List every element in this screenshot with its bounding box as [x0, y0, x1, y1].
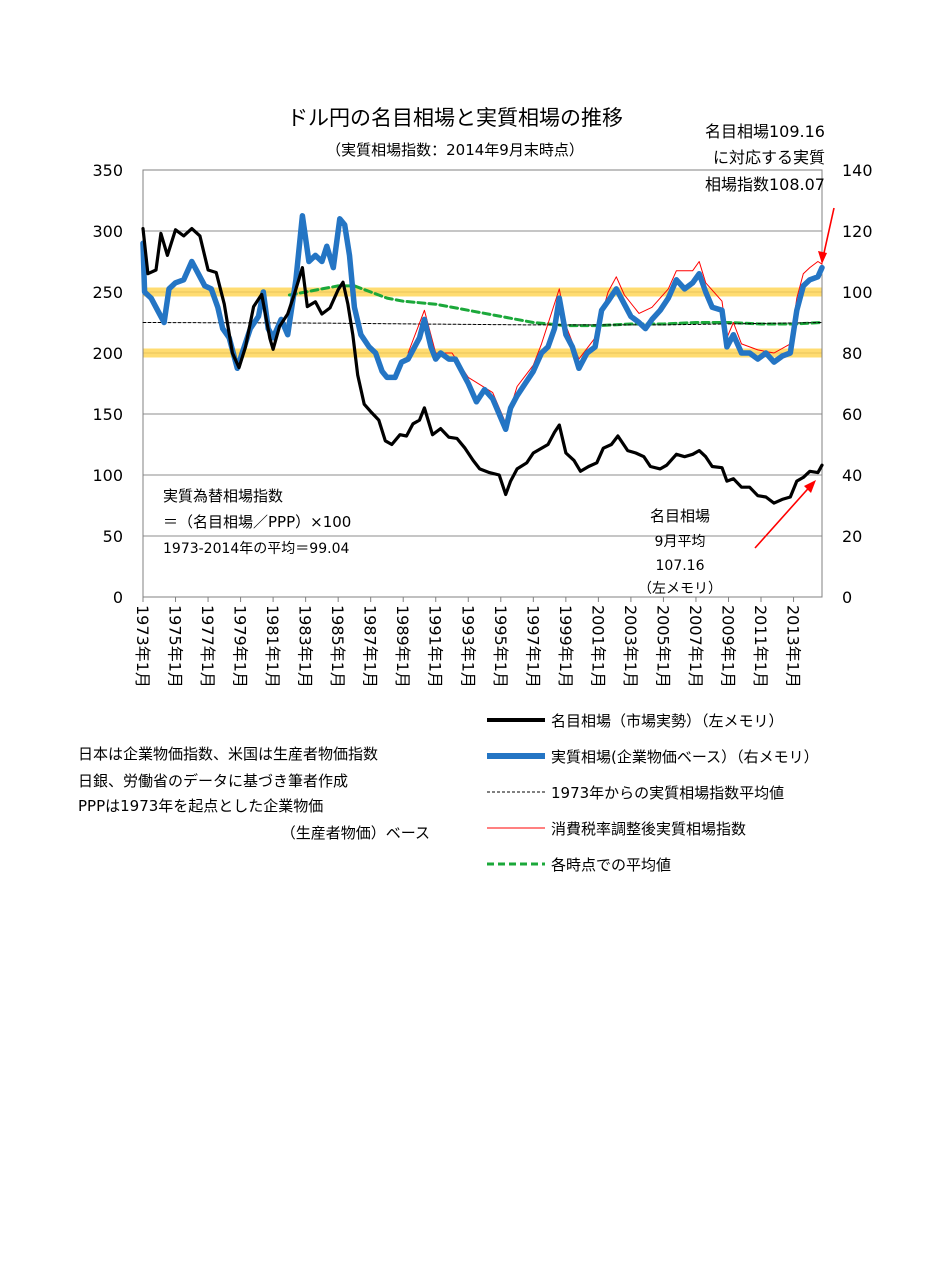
y-right-tick-label: 120 [842, 222, 873, 241]
x-tick-label: 1983年1月 [296, 605, 315, 688]
x-tick-label: 1975年1月 [166, 605, 185, 688]
x-tick-label: 1997年1月 [523, 605, 542, 688]
series-line-2 [142, 322, 823, 326]
y-right-tick-label: 60 [842, 405, 862, 424]
y-left-tick-label: 50 [103, 527, 123, 546]
annotation-bottom-right-line2: 9月平均 [655, 534, 706, 550]
grid [143, 169, 822, 598]
x-tick-label: 1991年1月 [426, 605, 445, 688]
y-right-tick-label: 40 [842, 466, 862, 485]
notes: 日本は企業物価指数、米国は生産者物価指数 日銀、労働省のデータに基づき筆者作成 … [78, 745, 430, 842]
series-line-3 [407, 261, 823, 424]
x-tick-label: 1999年1月 [556, 605, 575, 688]
left-axis-tick-labels: 0 50 100 150 200 250 300 350 [92, 161, 123, 607]
annotation-bottom-right-line4: （左メモリ） [638, 581, 722, 597]
x-tick-label: 1985年1月 [328, 605, 347, 688]
x-tick-label: 2013年1月 [784, 605, 803, 688]
reference-bands [143, 287, 822, 358]
legend-label-tax-adjusted: 消費税率調整後実質相場指数 [551, 820, 746, 838]
y-right-tick-label: 80 [842, 344, 862, 363]
annotation-arrow-bottom [754, 481, 815, 549]
annotation-top-right-line3: 相場指数108.07 [705, 175, 825, 194]
y-right-tick-label: 20 [842, 527, 862, 546]
x-tick-label: 2005年1月 [653, 605, 672, 688]
x-tick-label: 2011年1月 [751, 605, 770, 688]
note-line1: 日本は企業物価指数、米国は生産者物価指数 [78, 745, 378, 763]
annotation-bottom-right-line3: 107.16 [656, 558, 705, 574]
annotation-formula-line3: 1973-2014年の平均＝99.04 [163, 541, 349, 557]
chart-title: ドル円の名目相場と実質相場の推移 [287, 106, 623, 130]
annotation-formula-line2: ＝（名目相場／PPP）×100 [163, 513, 351, 531]
note-line3: PPPは1973年を起点とした企業物価 [78, 797, 323, 815]
x-tick-label: 1981年1月 [263, 605, 282, 688]
annotation-formula-line1: 実質為替相場指数 [163, 487, 283, 505]
y-right-tick-label: 0 [842, 588, 852, 607]
y-left-tick-label: 100 [92, 466, 123, 485]
y-left-tick-label: 0 [113, 588, 123, 607]
x-tick-label: 2007年1月 [686, 605, 705, 688]
x-axis-tick-labels: 1973年1月 1975年1月 1977年1月 1979年1月 1981年1月 1983年… [133, 597, 803, 688]
x-tick-label: 1993年1月 [458, 605, 477, 688]
x-tick-label: 1977年1月 [198, 605, 217, 688]
annotation-top-right-line2: に対応する実質 [713, 148, 825, 167]
annotation-arrowhead-top [818, 251, 827, 264]
y-left-tick-label: 350 [92, 161, 123, 180]
note-line2: 日銀、労働省のデータに基づき筆者作成 [78, 772, 348, 790]
x-tick-label: 1989年1月 [393, 605, 412, 688]
x-tick-label: 1979年1月 [231, 605, 250, 688]
legend: 名目相場（市場実勢）（左メモリ） 実質相場(企業物価ベース）（右メモリ） 197… [487, 712, 819, 874]
annotation-top-right-line1: 名目相場109.16 [705, 122, 825, 141]
legend-label-average: 1973年からの実質相場指数平均値 [551, 784, 784, 802]
y-left-tick-label: 300 [92, 222, 123, 241]
x-tick-label: 2003年1月 [621, 605, 640, 688]
y-left-tick-label: 150 [92, 405, 123, 424]
chart-subtitle: （実質相場指数：2014年9月末時点） [326, 141, 584, 159]
legend-label-nominal: 名目相場（市場実勢）（左メモリ） [551, 712, 784, 730]
y-left-tick-label: 250 [92, 283, 123, 302]
x-tick-label: 1973年1月 [133, 605, 152, 688]
series-layer [140, 213, 825, 505]
legend-label-real: 実質相場(企業物価ベース）（右メモリ） [551, 748, 819, 766]
y-right-tick-label: 140 [842, 161, 873, 180]
series-line-0 [141, 227, 824, 505]
note-line4: （生産者物価）ベース [281, 824, 430, 842]
plot-frame [142, 169, 823, 598]
annotation-bottom-right-line1: 名目相場 [650, 507, 710, 525]
right-axis-tick-labels: 0 20 40 60 80 100 120 140 [842, 161, 873, 607]
y-left-tick-label: 200 [92, 344, 123, 363]
y-right-tick-label: 100 [842, 283, 873, 302]
annotation-arrowhead-bottom [804, 480, 816, 493]
x-tick-label: 1987年1月 [361, 605, 380, 688]
x-tick-label: 2001年1月 [588, 605, 607, 688]
legend-label-moving-average: 各時点での平均値 [551, 856, 671, 874]
x-tick-label: 2009年1月 [718, 605, 737, 688]
x-tick-label: 1995年1月 [491, 605, 510, 688]
